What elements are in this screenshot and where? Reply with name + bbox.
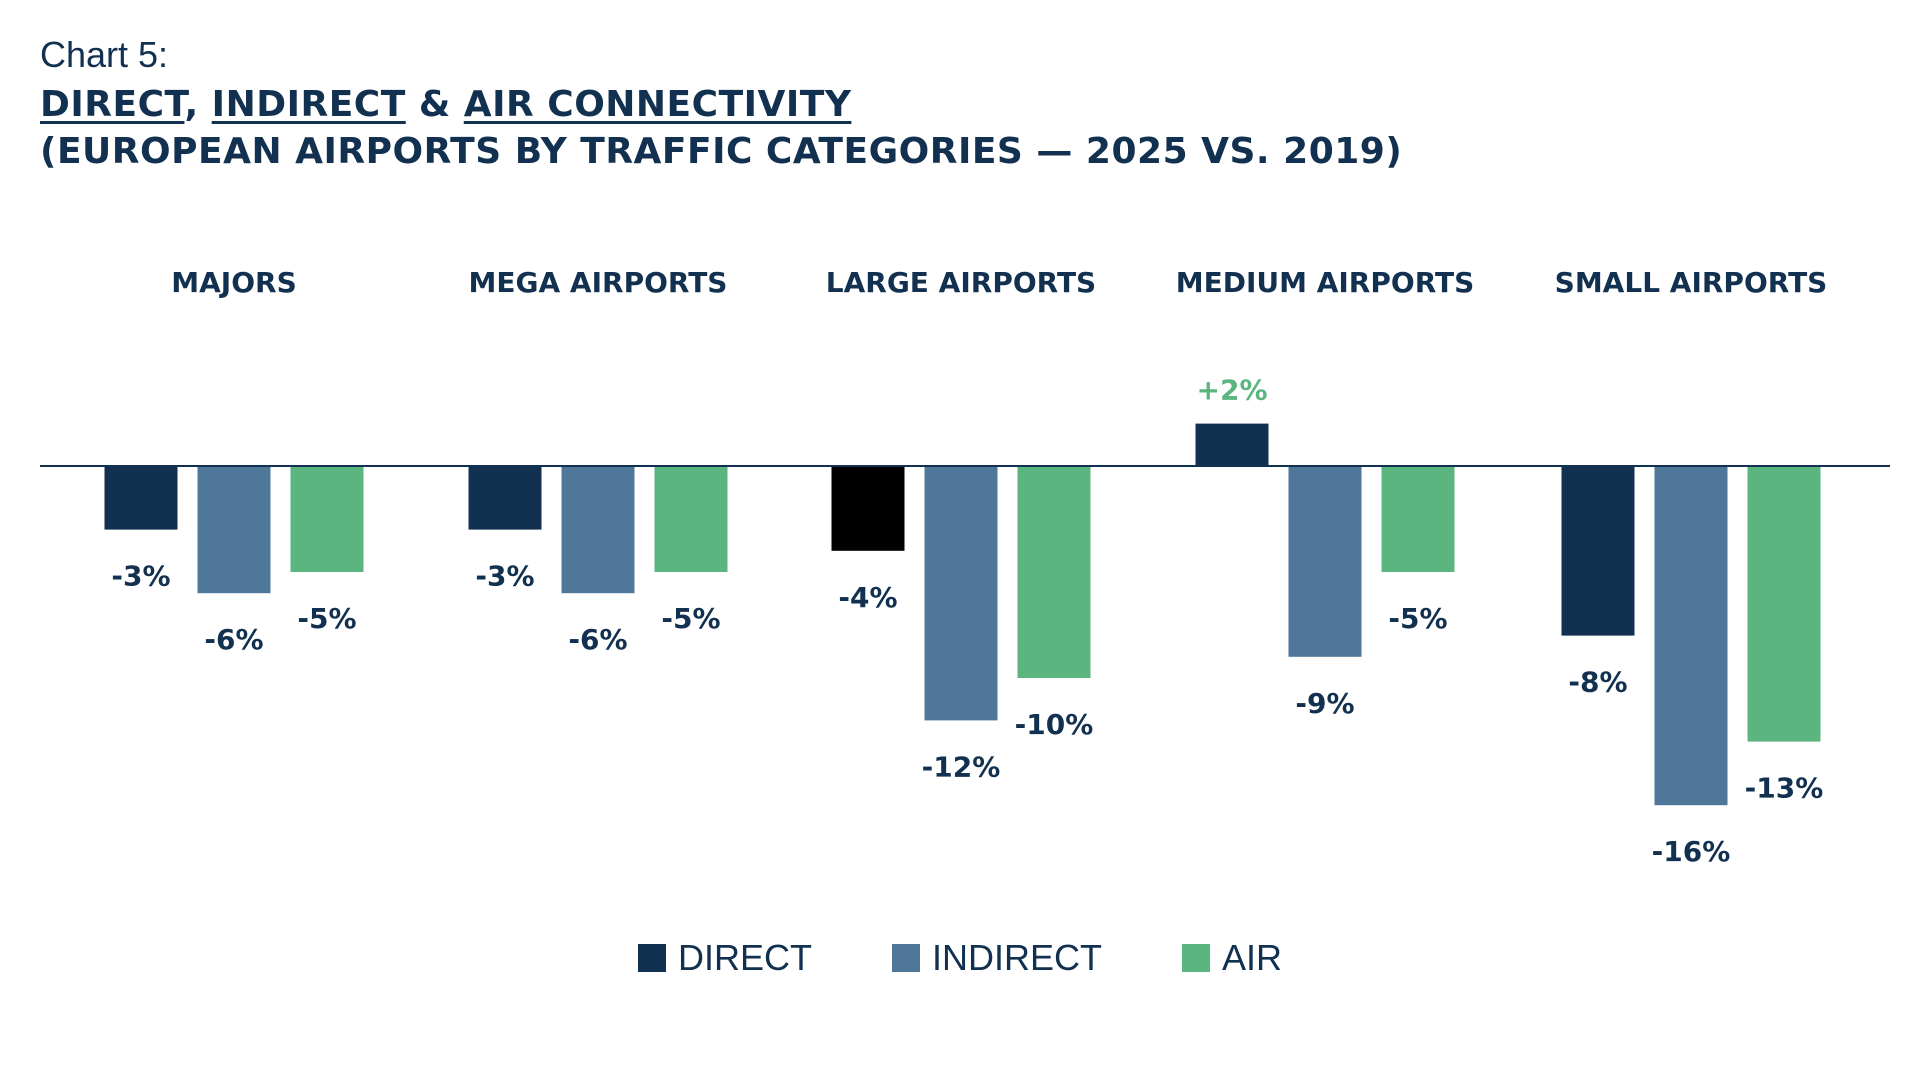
bar-direct bbox=[1561, 466, 1635, 636]
data-label: -5% bbox=[661, 602, 720, 635]
bar-air bbox=[1017, 466, 1091, 678]
data-label: -5% bbox=[297, 602, 356, 635]
bar-air bbox=[654, 466, 728, 572]
title-ampersand: & bbox=[418, 84, 451, 125]
chart-header: Chart 5: DIRECT, INDIRECT & AIR CONNECTI… bbox=[40, 34, 1402, 172]
bar-direct bbox=[468, 466, 542, 530]
bar-air bbox=[1747, 466, 1821, 742]
data-label: -10% bbox=[1015, 708, 1094, 741]
legend-item-indirect: INDIRECT bbox=[891, 937, 1102, 979]
title-air: AIR CONNECTIVITY bbox=[463, 84, 852, 125]
legend-item-direct: DIRECT bbox=[637, 937, 812, 979]
category-label: SMALL AIRPORTS bbox=[1555, 266, 1828, 299]
chart-legend: DIRECT INDIRECT AIR bbox=[0, 937, 1920, 979]
bar-direct bbox=[104, 466, 178, 530]
bar-indirect bbox=[1654, 466, 1728, 806]
category-label: LARGE AIRPORTS bbox=[826, 266, 1096, 299]
legend-swatch-air bbox=[1181, 944, 1210, 972]
title-direct: DIRECT bbox=[40, 84, 185, 125]
bar-direct bbox=[831, 466, 905, 551]
legend-label-air: AIR bbox=[1221, 937, 1282, 978]
legend-swatch-direct bbox=[637, 944, 666, 972]
bar-indirect bbox=[924, 466, 998, 721]
data-label: -6% bbox=[204, 623, 263, 656]
data-label: -13% bbox=[1745, 772, 1824, 805]
bar-indirect bbox=[561, 466, 635, 594]
category-label: MEGA AIRPORTS bbox=[469, 266, 728, 299]
legend-swatch-indirect bbox=[891, 944, 920, 972]
chart-subtitle: (EUROPEAN AIRPORTS BY TRAFFIC CATEGORIES… bbox=[40, 131, 1403, 172]
title-comma: , bbox=[184, 84, 199, 125]
data-label: -12% bbox=[922, 750, 1001, 783]
bar-indirect bbox=[1288, 466, 1362, 657]
data-label: -6% bbox=[568, 623, 627, 656]
legend-label-indirect: INDIRECT bbox=[931, 937, 1102, 978]
title-indirect: INDIRECT bbox=[211, 84, 406, 125]
data-label: -9% bbox=[1295, 687, 1354, 720]
bar-air bbox=[1381, 466, 1455, 572]
data-label: -3% bbox=[475, 560, 534, 593]
chart-title: DIRECT, INDIRECT & AIR CONNECTIVITY bbox=[40, 84, 1402, 125]
data-label: -3% bbox=[111, 560, 170, 593]
bar-indirect bbox=[197, 466, 271, 594]
category-label: MAJORS bbox=[171, 266, 296, 299]
bar-air bbox=[290, 466, 364, 572]
data-label: -4% bbox=[838, 581, 897, 614]
category-label: MEDIUM AIRPORTS bbox=[1176, 266, 1475, 299]
data-label: -16% bbox=[1652, 835, 1731, 868]
bar-direct bbox=[1195, 423, 1269, 466]
data-label: -5% bbox=[1388, 602, 1447, 635]
data-label: +2% bbox=[1197, 374, 1268, 407]
legend-label-direct: DIRECT bbox=[677, 937, 812, 978]
data-label: -8% bbox=[1568, 666, 1627, 699]
legend-item-air: AIR bbox=[1181, 937, 1282, 979]
chart-number-label: Chart 5: bbox=[40, 34, 169, 75]
